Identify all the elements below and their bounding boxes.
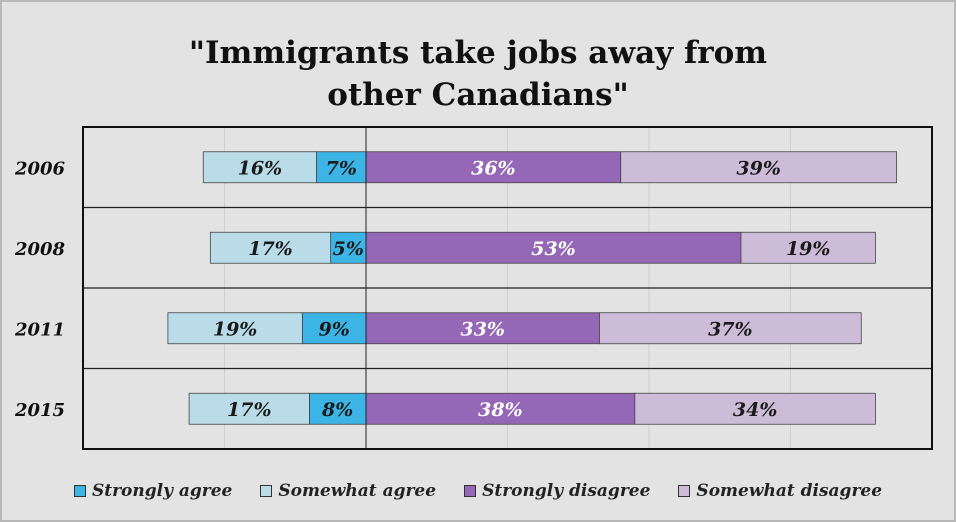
bar-strongly-disagree-2006 — [365, 151, 622, 184]
legend-label-somewhat-agree: Somewhat agree — [278, 481, 437, 501]
chart-title-line-2: other Canadians" — [327, 77, 629, 113]
legend-label-strongly-disagree: Strongly disagree — [482, 481, 651, 501]
bar-somewhat-agree-2008 — [209, 231, 332, 264]
category-label-2006: 2006 — [14, 158, 66, 179]
bar-strongly-disagree-2008 — [365, 231, 742, 264]
legend-item-somewhat-agree: Somewhat agree — [260, 481, 436, 501]
data-label-strongly-agree-2011: 9% — [319, 318, 350, 340]
legend-swatch-somewhat-disagree — [678, 485, 691, 497]
bar-strongly-disagree-2011 — [365, 312, 600, 345]
data-label-strongly-disagree-2015: 38% — [478, 399, 523, 421]
bar-somewhat-agree-2015 — [188, 392, 310, 425]
bar-somewhat-agree-2011 — [167, 312, 303, 345]
legend-swatch-strongly-agree — [73, 485, 86, 497]
legend-item-somewhat-disagree: Somewhat disagree — [678, 481, 882, 501]
data-label-strongly-agree-2008: 5% — [333, 238, 364, 260]
legend-item-strongly-agree: Strongly agree — [73, 481, 233, 501]
category-label-2015: 2015 — [14, 400, 65, 421]
bar-somewhat-disagree-2011 — [599, 312, 862, 345]
data-label-strongly-disagree-2008: 53% — [531, 238, 576, 260]
chart-title: "Immigrants take jobs away from other Ca… — [0, 32, 956, 116]
data-label-somewhat-agree-2008: 17% — [248, 238, 293, 260]
plot-border — [82, 126, 933, 450]
category-label-2008: 2008 — [14, 239, 66, 260]
data-label-strongly-agree-2015: 8% — [321, 399, 353, 421]
data-label-somewhat-agree-2011: 19% — [213, 318, 258, 340]
legend-item-strongly-disagree: Strongly disagree — [464, 481, 650, 501]
data-label-strongly-disagree-2006: 36% — [471, 157, 516, 179]
bar-somewhat-agree-2006 — [202, 151, 317, 184]
legend-swatch-strongly-disagree — [464, 485, 477, 497]
bar-strongly-agree-2015 — [308, 392, 367, 425]
category-label-2011: 2011 — [14, 319, 65, 340]
chart-legend: Strongly agree Somewhat agree Strongly d… — [0, 478, 956, 504]
data-label-strongly-disagree-2011: 33% — [460, 318, 505, 340]
legend-label-strongly-agree: Strongly agree — [91, 481, 233, 501]
legend-label-somewhat-disagree: Somewhat disagree — [696, 481, 883, 501]
bar-strongly-agree-2011 — [301, 312, 367, 345]
data-label-somewhat-agree-2006: 16% — [238, 157, 283, 179]
bar-somewhat-disagree-2006 — [620, 151, 898, 184]
data-label-somewhat-disagree-2011: 37% — [708, 318, 753, 340]
chart-title-line-1: "Immigrants take jobs away from — [188, 35, 768, 71]
bar-strongly-agree-2006 — [316, 151, 367, 184]
data-label-strongly-agree-2006: 7% — [326, 157, 357, 179]
legend-swatch-somewhat-agree — [260, 485, 273, 497]
data-label-somewhat-disagree-2015: 34% — [733, 399, 778, 421]
data-label-somewhat-agree-2015: 17% — [227, 399, 272, 421]
bar-somewhat-disagree-2008 — [740, 231, 876, 264]
data-label-somewhat-disagree-2008: 19% — [786, 238, 831, 260]
data-label-somewhat-disagree-2006: 39% — [736, 157, 781, 179]
bar-somewhat-disagree-2015 — [634, 392, 876, 425]
